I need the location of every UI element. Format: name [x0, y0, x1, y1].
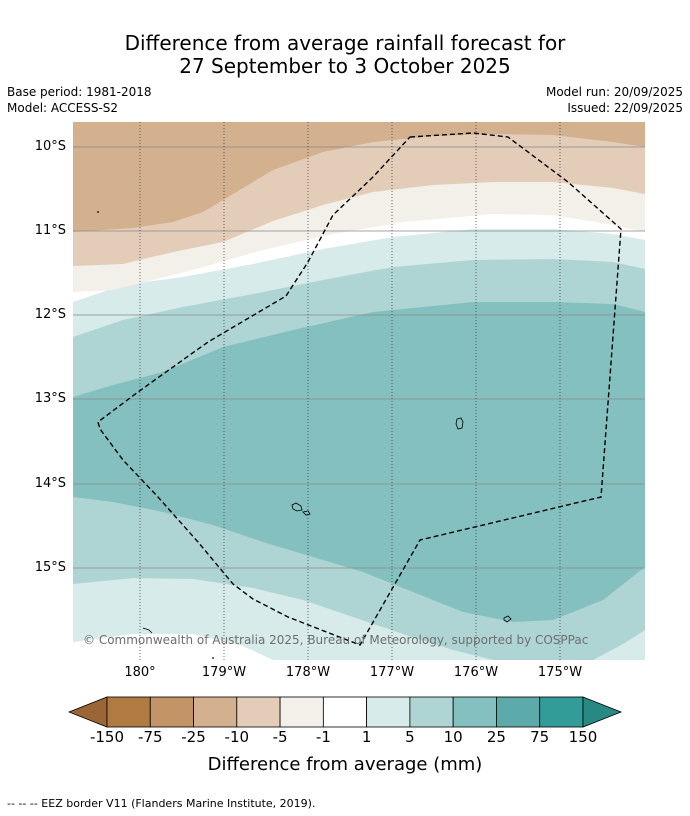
colorbar-label-5: -1 — [315, 728, 331, 746]
band-pale-teal-1-5-southeast — [593, 630, 645, 660]
lon-label-176w: 176°W — [453, 665, 499, 680]
base-period: Base period: 1981-2018 — [7, 85, 152, 99]
map-svg — [73, 122, 645, 660]
colorbar-label-9: 25 — [486, 728, 506, 746]
lon-label-177w: 177°W — [369, 665, 415, 680]
colorbar-bin-8 — [452, 696, 497, 728]
map-title-line-2: 27 September to 3 October 2025 — [179, 54, 511, 78]
band-tan-minus25-minus10 — [73, 122, 645, 232]
colorbar-label-8: 10 — [443, 728, 463, 746]
lat-label-14s: 14°S — [34, 476, 66, 491]
lat-label-10s: 10°S — [34, 139, 66, 154]
island-southwest-reef — [142, 627, 153, 634]
colorbar-bin-7 — [409, 696, 454, 728]
lat-label-13s: 13°S — [34, 391, 66, 406]
colorbar-bin-3 — [236, 696, 281, 728]
lat-label-15s: 15°S — [34, 560, 66, 575]
colorbar — [68, 696, 623, 728]
island-south-reef — [503, 615, 512, 623]
map-title-line-1: Difference from average rainfall forecas… — [124, 31, 566, 55]
colorbar-bin-0 — [106, 696, 151, 728]
colorbar-label-11: 150 — [568, 728, 598, 746]
colorbar-high-extend — [582, 696, 623, 728]
colorbar-bin-6 — [366, 696, 411, 728]
colorbar-label-4: -5 — [272, 728, 288, 746]
colorbar-bin-5 — [322, 696, 368, 728]
colorbar-bin-9 — [496, 696, 541, 728]
rainfall-anomaly-map — [73, 122, 645, 660]
colorbar-low-extend — [68, 696, 108, 728]
model-name: Model: ACCESS-S2 — [7, 101, 119, 115]
island-uvea — [455, 417, 464, 430]
lat-label-12s: 12°S — [34, 307, 66, 322]
colorbar-label-6: 1 — [361, 728, 372, 746]
colorbar-label-7: 5 — [405, 728, 415, 746]
colorbar-bin-1 — [149, 696, 194, 728]
lon-label-180: 180° — [124, 665, 156, 680]
colorbar-label-10: 75 — [530, 728, 550, 746]
eez-border — [97, 132, 622, 646]
lon-label-175w: 175°W — [537, 665, 583, 680]
island-alofi — [302, 510, 311, 516]
model-run: Model run: 20/09/2025 — [545, 85, 683, 99]
issued-date: Issued: 22/09/2025 — [567, 101, 683, 115]
colorbar-bin-4 — [279, 696, 324, 728]
island-futuna — [291, 502, 303, 512]
map-copyright: © Commonwealth of Australia 2025, Bureau… — [83, 633, 589, 647]
colorbar-label-1: -75 — [138, 728, 163, 746]
eez-footnote: -- -- -- EEZ border V11 (Flanders Marine… — [7, 797, 316, 810]
colorbar-label-0: -150 — [89, 728, 125, 746]
islet-northwest — [97, 211, 99, 213]
colorbar-label-2: -25 — [181, 728, 206, 746]
islet-south — [212, 657, 214, 659]
colorbar-bins — [106, 696, 584, 728]
lat-label-11s: 11°S — [34, 223, 66, 238]
latitude-gridlines — [73, 146, 645, 569]
colorbar-title: Difference from average (mm) — [207, 754, 483, 775]
colorbar-label-3: -10 — [224, 728, 250, 746]
lon-label-179w: 179°W — [201, 665, 247, 680]
colorbar-bin-10 — [539, 696, 584, 728]
colorbar-bin-2 — [193, 696, 238, 728]
lon-label-178w: 178°W — [285, 665, 331, 680]
band-white-south — [73, 634, 273, 660]
